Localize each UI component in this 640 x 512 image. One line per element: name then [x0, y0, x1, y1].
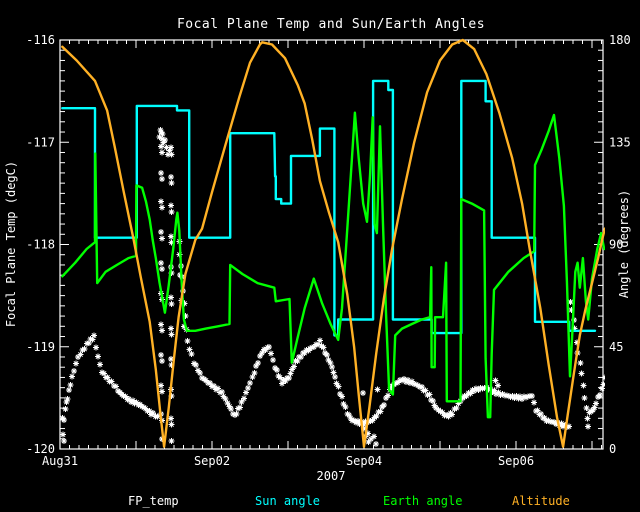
axis-ticks: [59, 39, 603, 450]
y-left-tick-label-0: -116: [26, 33, 55, 47]
y-left-tick-label-3: -119: [26, 340, 55, 354]
x-tick-label-2: Sep04: [346, 454, 382, 468]
y-right-tick-label-4: 0: [609, 442, 616, 456]
legend-item-fp-temp: FP_temp: [128, 494, 179, 508]
chart-title: Focal Plane Temp and Sun/Earth Angles: [177, 17, 485, 32]
y-right-tick-label-3: 45: [609, 340, 623, 354]
legend-item-altitude: Altitude: [512, 494, 570, 508]
y-left-axis-title: Focal Plane Temp (degC): [4, 161, 18, 327]
y-left-tick-label-2: -118: [26, 238, 55, 252]
series-altitude: [61, 38, 605, 448]
plot-frame: [59, 39, 604, 450]
x-tick-label-0: Aug31: [42, 454, 78, 468]
y-right-axis-title: Angle (degrees): [617, 190, 631, 298]
y-left-tick-label-1: -117: [26, 135, 55, 149]
y-right-tick-label-2: 90: [609, 238, 623, 252]
legend-item-sun-angle: Sun angle: [255, 494, 320, 508]
x-tick-label-3: Sep06: [498, 454, 534, 468]
legend: FP_temp Sun angle Earth angle Altitude: [128, 494, 570, 508]
x-tick-label-1: Sep02: [194, 454, 230, 468]
x-axis-year-label: 2007: [317, 469, 346, 483]
y-left-tick-label-4: -120: [26, 442, 55, 456]
series-fp-temp: [59, 127, 605, 447]
legend-item-earth-angle: Earth angle: [383, 494, 462, 508]
series-earth-angle: [61, 111, 605, 419]
y-right-tick-label-1: 135: [609, 135, 631, 149]
series-layer: [59, 38, 605, 448]
y-right-tick-label-0: 180: [609, 33, 631, 47]
